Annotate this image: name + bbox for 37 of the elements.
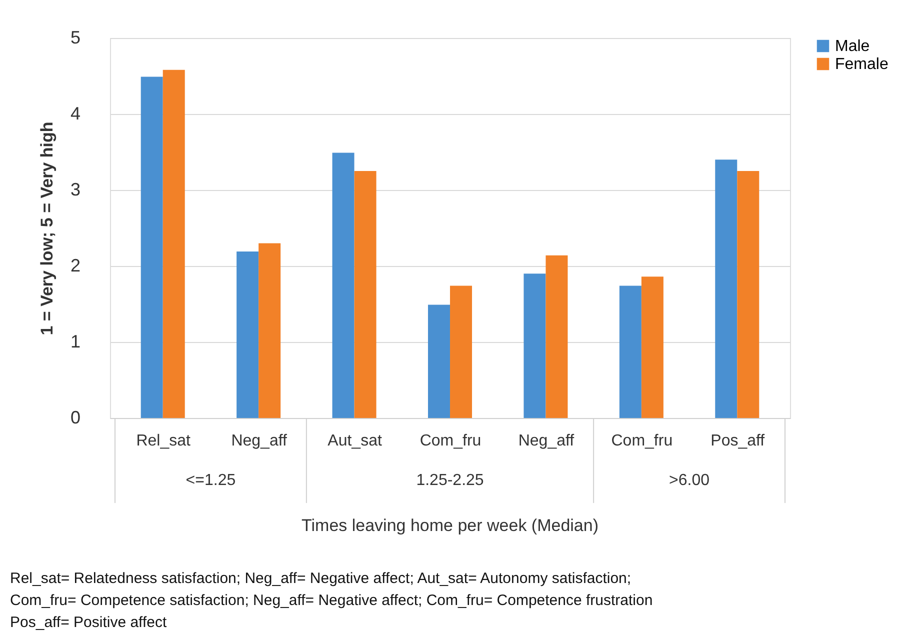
- bar: [546, 255, 568, 418]
- y-tick-label: 0: [70, 408, 80, 428]
- x-tick-label: Aut_sat: [328, 432, 382, 450]
- legend-label: Female: [835, 56, 888, 73]
- y-tick-label: 2: [70, 256, 80, 276]
- y-tick-label: 3: [70, 180, 80, 200]
- bar: [715, 160, 738, 418]
- text: 1.25-2.25: [416, 472, 484, 489]
- bar: [332, 152, 354, 418]
- bar: [641, 276, 664, 418]
- x-tick-label: Neg_aff: [518, 432, 575, 450]
- y-tick-label: 5: [70, 28, 80, 48]
- x-tick-label: Com_fru: [420, 432, 482, 450]
- x-tick-label: Neg_aff: [231, 432, 288, 450]
- text: <=1.25: [186, 472, 236, 489]
- text: Com_fru= Competence satisfaction; Neg_aff= Negative affect; Com_fru= Competence frustration: [10, 592, 653, 609]
- bar: [524, 274, 546, 418]
- bar: [162, 70, 185, 418]
- bar: [428, 304, 450, 418]
- y-tick-label: 4: [70, 104, 80, 124]
- y-axis-title: 1 = Very low; 5 = Very high: [37, 122, 56, 336]
- x-axis-title: Times leaving home per week (Median): [302, 516, 598, 535]
- x-tick-label: Pos_aff: [710, 432, 766, 450]
- legend-label: Male: [835, 38, 870, 55]
- y-tick-label: 1: [70, 332, 80, 352]
- text: Pos_aff= Positive affect: [10, 614, 168, 631]
- text: Rel_sat= Relatedness satisfaction; Neg_aff= Negative affect; Aut_sat= Autonomy satisfaction;: [10, 570, 632, 587]
- bar: [737, 171, 760, 418]
- x-tick-label: Com_fru: [611, 432, 673, 450]
- bar: [450, 286, 472, 418]
- bar: [236, 252, 259, 418]
- text: >6.00: [669, 472, 710, 489]
- bar: [140, 76, 163, 418]
- bar: [354, 171, 376, 418]
- bar: [619, 286, 642, 418]
- bar: [258, 243, 281, 418]
- x-tick-label: Rel_sat: [136, 432, 192, 450]
